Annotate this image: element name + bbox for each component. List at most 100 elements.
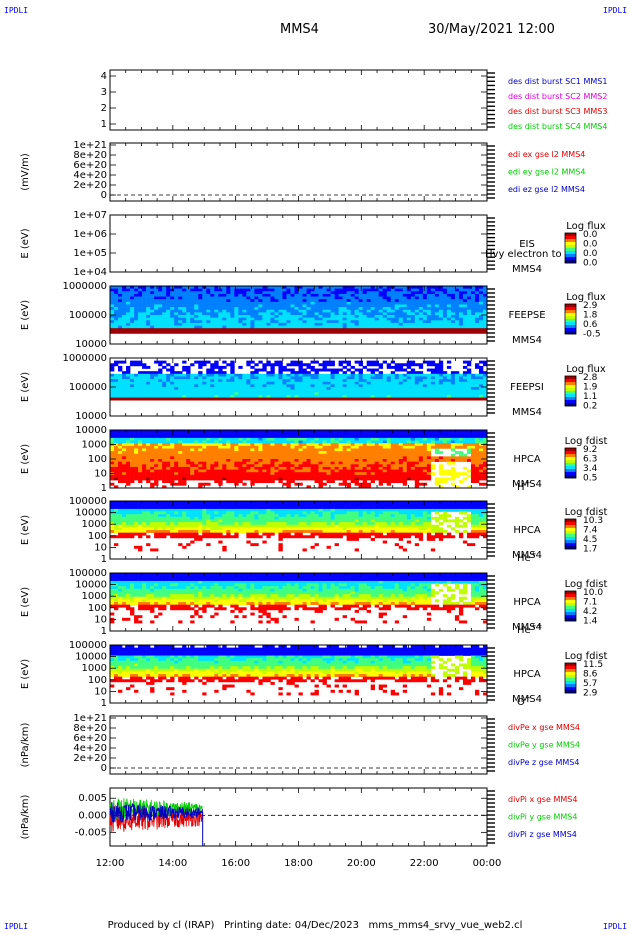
- spectrogram-cell: [190, 291, 195, 295]
- spectrogram-cell: [334, 472, 339, 476]
- spectrogram-cell: [154, 307, 159, 311]
- spectrogram-cell: [162, 448, 167, 452]
- spectrogram-cell: [258, 469, 263, 473]
- spectrogram-cell: [218, 320, 223, 324]
- spectrogram-cell: [110, 315, 115, 318]
- spectrogram-cell: [262, 328, 267, 332]
- spectrogram-cell: [438, 440, 444, 444]
- spectrogram-cell: [410, 320, 416, 324]
- spectrogram-cell: [314, 325, 319, 329]
- spectrogram-cell: [318, 296, 323, 300]
- spectrogram-cell: [374, 432, 380, 436]
- spectrogram-cell: [366, 330, 371, 334]
- spectrogram-cell: [318, 291, 323, 295]
- spectrogram-cell: [182, 368, 187, 372]
- spectrogram-cell: [166, 437, 171, 441]
- spectrogram-cell: [238, 435, 243, 439]
- spectrogram-cell: [110, 320, 115, 324]
- spectrogram-cell: [406, 330, 412, 334]
- spectrogram-cell: [290, 466, 295, 470]
- spectrogram-cell: [170, 432, 175, 436]
- spectrogram-cell: [478, 379, 484, 383]
- spectrogram-cell: [406, 320, 412, 324]
- spectrogram-cell: [170, 373, 175, 377]
- spectrogram-cell: [406, 293, 412, 297]
- spectrogram-cell: [350, 379, 355, 383]
- spectrogram-cell: [198, 445, 203, 449]
- spectrogram-cell: [418, 474, 424, 478]
- spectrogram-cell: [414, 389, 420, 393]
- spectrogram-cell: [366, 325, 371, 329]
- spectrogram-cell: [438, 384, 444, 388]
- spectrogram-cell: [446, 330, 452, 334]
- spectrogram-cell: [182, 309, 187, 313]
- spectrogram-cell: [150, 293, 155, 297]
- spectrogram-cell: [402, 389, 408, 393]
- spectrogram-cell: [202, 394, 207, 398]
- spectrogram-cell: [326, 368, 331, 372]
- spectrogram-cell: [358, 397, 363, 401]
- spectrogram-cell: [350, 432, 355, 436]
- spectrogram-cell: [422, 389, 428, 393]
- spectrogram-cell: [286, 445, 291, 449]
- spectrogram-cell: [238, 288, 243, 292]
- spectrogram-cell: [130, 451, 135, 455]
- spectrogram-cell: [430, 384, 436, 388]
- spectrogram-cell: [410, 430, 416, 433]
- spectrogram-cell: [134, 461, 139, 465]
- spectrogram-cell: [254, 474, 259, 478]
- spectrogram-cell: [306, 315, 311, 318]
- spectrogram-cell: [206, 381, 211, 385]
- spectrogram-cell: [382, 389, 388, 393]
- spectrogram-cell: [322, 322, 327, 326]
- spectrogram-cell: [174, 301, 179, 305]
- spectrogram-cell: [118, 299, 123, 303]
- spectrogram-cell: [482, 312, 488, 316]
- spectrogram-cell: [238, 464, 243, 468]
- spectrogram-cell: [174, 296, 179, 300]
- spectrogram-cell: [402, 466, 408, 470]
- spectrogram-cell: [222, 376, 227, 380]
- spectrogram-cell: [138, 466, 143, 470]
- spectrogram-cell: [178, 286, 183, 289]
- spectrogram-cell: [126, 322, 131, 326]
- spectrogram-cell: [414, 296, 420, 300]
- spectrogram-cell: [194, 288, 199, 292]
- spectrogram-cell: [386, 307, 392, 311]
- spectrogram-cell: [354, 392, 359, 396]
- spectrogram-cell: [358, 466, 363, 470]
- spectrogram-cell: [266, 293, 271, 297]
- spectrogram-cell: [406, 325, 412, 329]
- spectrogram-cell: [430, 381, 436, 385]
- spectrogram-cell: [310, 437, 315, 441]
- spectrogram-cell: [206, 469, 211, 473]
- spectrogram-cell: [382, 381, 388, 385]
- spectrogram-cell: [474, 389, 480, 393]
- spectrogram-cell: [310, 291, 315, 295]
- spectrogram-cell: [466, 299, 472, 303]
- spectrogram-cell: [406, 315, 412, 318]
- spectrogram-cell: [482, 360, 488, 364]
- spectrogram-cell: [134, 394, 139, 398]
- spectrogram-cell: [478, 325, 484, 329]
- spectrogram-cell: [374, 301, 380, 305]
- spectrogram-cell: [134, 296, 139, 300]
- spectrogram-cell: [214, 299, 219, 303]
- spectrogram-cell: [306, 320, 311, 324]
- spectrogram-cell: [178, 389, 183, 393]
- spectrogram-cell: [394, 286, 400, 289]
- spectrogram-cell: [206, 445, 211, 449]
- spectrogram-cell: [302, 312, 307, 316]
- spectrogram-cell: [398, 440, 404, 444]
- spectrogram-cell: [278, 461, 283, 465]
- spectrogram-cell: [270, 469, 275, 473]
- spectrogram-cell: [282, 373, 287, 377]
- spectrogram-cell: [342, 304, 347, 308]
- spectrogram-cell: [154, 315, 159, 318]
- spectrogram-cell: [130, 286, 135, 289]
- spectrogram-cell: [370, 384, 375, 388]
- spectrogram-cell: [378, 286, 384, 289]
- spectrogram-cell: [410, 437, 416, 441]
- spectrogram-cell: [338, 363, 343, 367]
- spectrogram-cell: [434, 480, 440, 484]
